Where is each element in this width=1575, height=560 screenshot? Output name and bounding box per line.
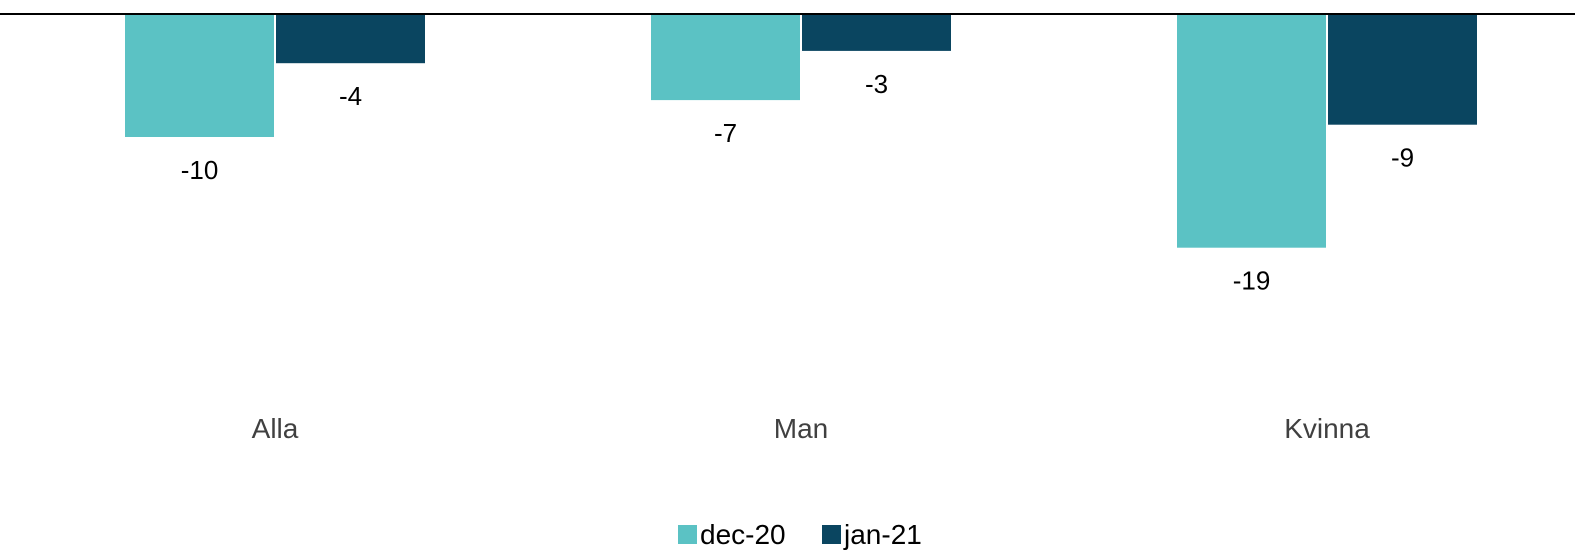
- data-label-jan-21-alla: -4: [339, 81, 362, 111]
- data-label-jan-21-man: -3: [865, 69, 888, 99]
- bar-dec-20-kvinna: [1177, 14, 1326, 248]
- bars-group: [125, 14, 1477, 248]
- legend-label-dec-20: dec-20: [700, 519, 786, 550]
- category-label-man: Man: [774, 413, 828, 444]
- category-labels-group: Alla Man Kvinna: [252, 413, 1371, 444]
- bar-dec-20-alla: [125, 14, 274, 137]
- data-labels-group: -10 -4 -7 -3 -19 -9: [181, 69, 1414, 296]
- data-label-dec-20-man: -7: [714, 118, 737, 148]
- category-label-kvinna: Kvinna: [1284, 413, 1370, 444]
- bar-jan-21-man: [802, 14, 951, 51]
- bar-dec-20-man: [651, 14, 800, 101]
- category-label-alla: Alla: [252, 413, 299, 444]
- data-label-jan-21-kvinna: -9: [1391, 143, 1414, 173]
- legend-swatch-dec-20: [678, 525, 697, 544]
- legend-label-jan-21: jan-21: [843, 519, 922, 550]
- data-label-dec-20-kvinna: -19: [1233, 266, 1271, 296]
- legend: dec-20 jan-21: [678, 519, 922, 550]
- legend-swatch-jan-21: [822, 525, 841, 544]
- bar-jan-21-kvinna: [1328, 14, 1477, 125]
- data-label-dec-20-alla: -10: [181, 155, 219, 185]
- bar-jan-21-alla: [276, 14, 425, 64]
